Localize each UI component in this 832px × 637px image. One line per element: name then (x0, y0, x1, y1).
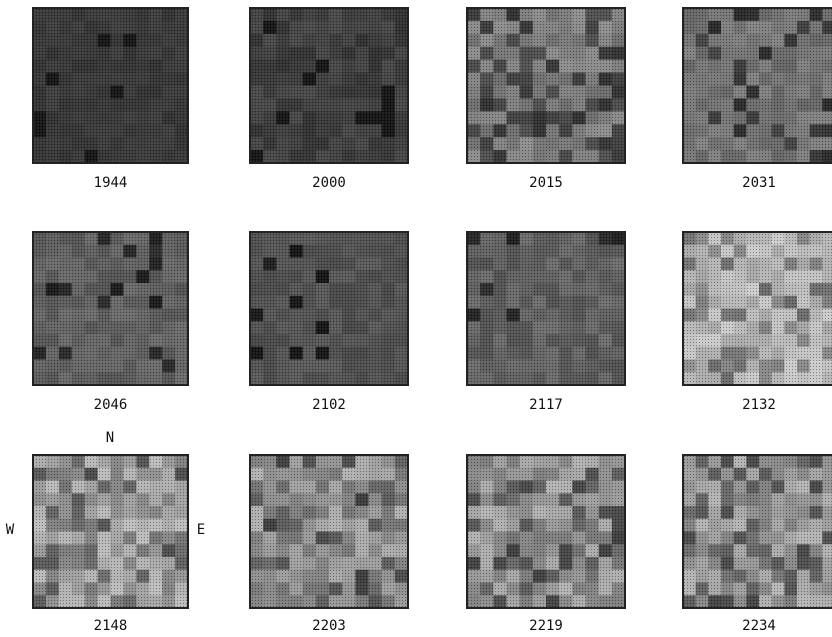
halftone-overlay (33, 455, 188, 608)
halftone-overlay (467, 232, 625, 385)
panel-label: 2148 (94, 618, 128, 634)
halftone-overlay (683, 8, 832, 163)
figure: N W E 1944 2000 2015 2031 2046 2102 2117 2132 21… (0, 0, 832, 637)
panel-label: 2219 (529, 618, 563, 634)
panel-label: 2102 (312, 397, 346, 413)
halftone-overlay (33, 8, 188, 163)
halftone-overlay (683, 232, 832, 385)
compass-west: W (6, 522, 15, 538)
panel-image (250, 8, 409, 164)
halftone-overlay (250, 455, 408, 608)
panel-image (467, 455, 626, 609)
halftone-overlay (33, 232, 188, 385)
panel-image (683, 232, 832, 386)
panel-label: 2031 (742, 175, 776, 191)
halftone-overlay (250, 232, 408, 385)
panel-label: 2132 (742, 397, 776, 413)
panel-image (33, 8, 189, 164)
panel-image (250, 232, 409, 386)
halftone-overlay (467, 455, 625, 608)
panel-label: 1944 (94, 175, 128, 191)
compass-north: N (106, 430, 114, 446)
panel-image (467, 8, 626, 164)
halftone-overlay (467, 8, 625, 163)
halftone-overlay (250, 8, 408, 163)
panel-image (467, 232, 626, 386)
panel-image (683, 455, 832, 609)
panel-image (33, 232, 189, 386)
panel-label: 2203 (312, 618, 346, 634)
compass-east: E (197, 522, 205, 538)
panel-image (683, 8, 832, 164)
halftone-overlay (683, 455, 832, 608)
panel-label: 2117 (529, 397, 563, 413)
panel-label: 2234 (742, 618, 776, 634)
panel-image (33, 455, 189, 609)
panel-label: 2046 (94, 397, 128, 413)
panel-image (250, 455, 409, 609)
panel-label: 2015 (529, 175, 563, 191)
panel-label: 2000 (312, 175, 346, 191)
